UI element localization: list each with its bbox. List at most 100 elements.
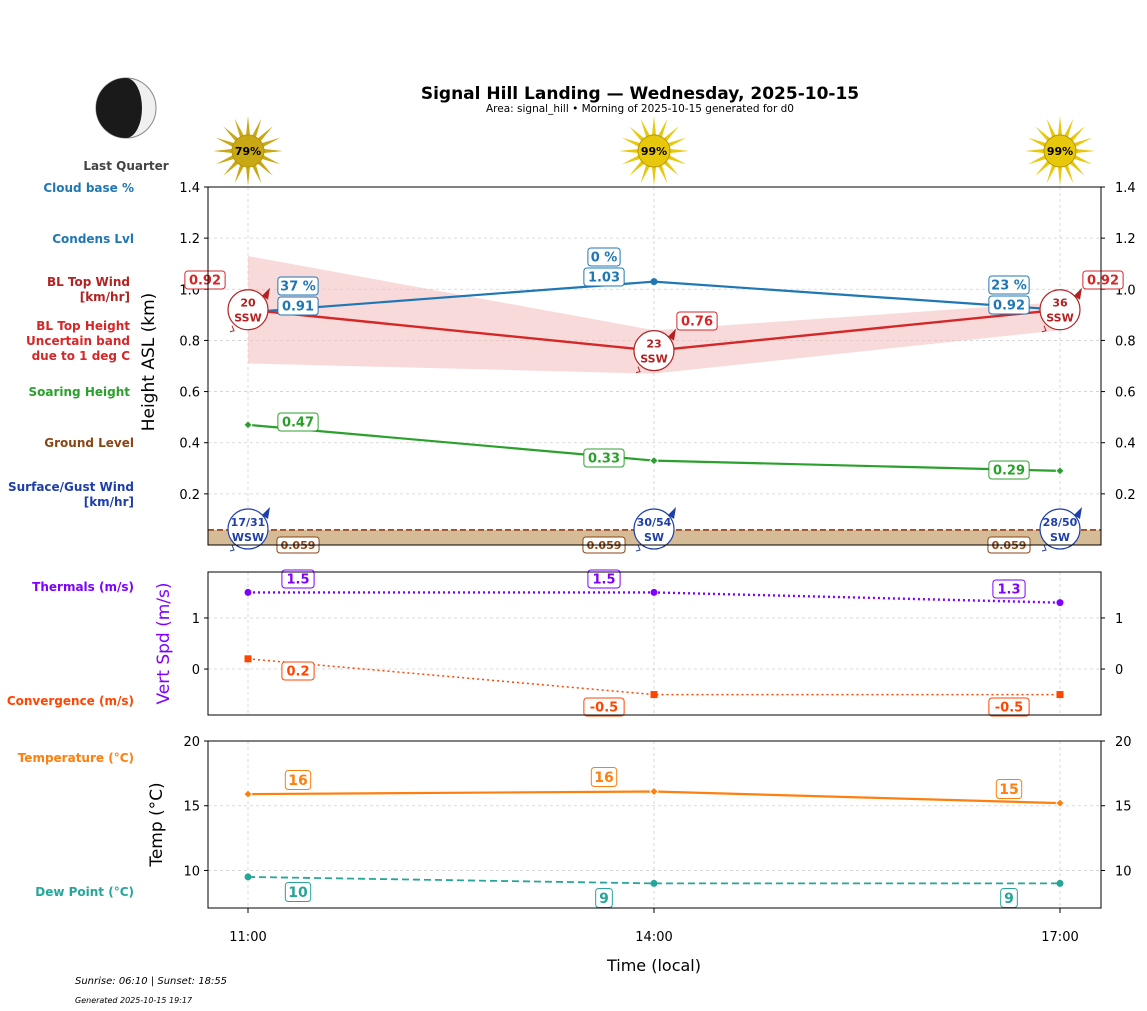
dew-point-value-label-box [284,882,312,902]
moon-phase-icon [95,77,157,139]
dew-point-value-label: 10 [288,885,308,901]
wind-circle [227,289,269,331]
x-axis: 11:00 14:00 17:00 [229,908,1079,945]
thermals-value-label-box [587,569,621,589]
bl-top-value-label-box [1082,270,1124,290]
wind-arrow-icon [1074,507,1082,519]
convergence-point [650,691,658,699]
y-tick-label: 0.6 [179,386,200,401]
y-tick-label: 0.2 [179,488,200,503]
bl-top-value-label: 0.92 [1087,274,1119,289]
wind-tail-icon [229,544,235,552]
y-tick-label-right: 10 [1115,864,1132,879]
chart-subtitle: Area: signal_hill • Morning of 2025-10-1… [486,103,794,115]
sun-times: Sunrise: 06:10 | Sunset: 18:55 [75,976,227,987]
label-surface-wind-2: [km/hr] [84,495,134,509]
wind-circle [633,508,675,550]
label-bl-top-height-3: due to 1 deg C [32,349,131,363]
y-tick-label-right: 1.2 [1115,232,1136,247]
vertical-panel-frame [207,571,1102,716]
label-bl-top-height-1: BL Top Height [36,319,130,333]
y-tick-label: 0.4 [179,437,200,452]
soaring-value-label: 0.33 [588,452,620,467]
thermals-value-label: 1.5 [592,573,615,588]
thermals-point [650,588,658,596]
label-surface-wind-1: Surface/Gust Wind [8,480,134,494]
temperature-value-label-box [590,767,618,787]
temperature-panel: 10 10 15 15 20 20 16 16 15 10 9 9 Temp (°C) [147,735,1132,909]
bl-top-wind-badge: 36 SSW [1039,287,1082,333]
vertical-y-axis-label: Vert Spd (m/s) [154,582,174,704]
wind-circle [227,508,269,550]
cloud-base-percent-label: 0 % [591,251,618,266]
wind-tail-icon [229,325,235,333]
chart-title: Signal Hill Landing — Wednesday, 2025-10… [421,84,859,104]
y-tick-label-right: 20 [1115,735,1132,750]
y-tick-label: 1.2 [179,232,200,247]
y-tick-label: 0.8 [179,334,200,349]
bl-top-value-label: 0.76 [681,315,713,330]
surface-wind-badge: 28/50 SW [1039,507,1082,552]
label-convergence: Convergence (m/s) [7,694,134,708]
dew-point-value-label: 9 [1004,891,1014,907]
wind-tail-icon [1041,325,1047,333]
wind-circle [1039,508,1081,550]
convergence-point [1056,691,1064,699]
y-tick-label-right: 0.6 [1115,386,1136,401]
convergence-value-label: -0.5 [995,701,1023,716]
temperature-point [243,789,253,799]
soaring-point [649,456,659,466]
wind-tail-icon [635,366,641,374]
label-ground: Ground Level [44,436,134,450]
sun-percent-label: 99% [1047,145,1073,158]
sun-percent-label: 79% [235,145,261,158]
dew-point-point [650,879,658,887]
temperature-value-label: 16 [594,770,613,786]
y-tick-label: 20 [183,735,200,750]
temperature-value-label: 15 [999,782,1018,798]
surface-wind-badge: 30/54 SW [633,507,676,552]
cloud-base-percent-label-box [277,276,319,296]
wind-arrow-icon [1074,287,1082,300]
wind-arrow-icon [262,287,270,300]
wind-arrow-icon [668,507,676,519]
label-bl-top-wind-2: [km/hr] [80,290,130,304]
bl-top-wind-badge: 23 SSW [633,328,676,374]
label-bl-top-wind-1: BL Top Wind [47,275,130,289]
dew-point-point [1056,879,1064,887]
label-soaring: Soaring Height [29,385,131,399]
sun-icon: 99% [619,116,689,186]
soaring-value-label-box [988,460,1030,480]
thermals-value-label-box [281,569,315,589]
thermals-point [244,588,252,596]
y-tick-label: 0 [192,663,200,678]
x-tick-label: 11:00 [229,930,266,945]
temperature-y-axis-label: Temp (°C) [147,782,167,867]
wind-speed: 23 [646,338,661,351]
wind-circle [633,330,675,372]
cloud-base-percent-label-box [988,275,1030,295]
sun-rays-icon [619,116,689,186]
wind-direction: SW [644,531,664,544]
soaring-value-label: 0.47 [282,416,314,431]
wind-direction: SSW [640,353,667,366]
convergence-value-label: -0.5 [590,701,618,716]
x-axis-label: Time (local) [606,956,701,975]
sun-disc-icon [231,134,265,168]
label-thermals: Thermals (m/s) [32,580,134,594]
condens-value-label-box [583,267,625,287]
bl-top-value-label: 0.92 [189,274,221,289]
cloud-base-percent-label-box [587,247,621,267]
thermals-value-label: 1.5 [286,573,309,588]
convergence-point [244,655,252,663]
dew-point-point [244,873,252,881]
temperature-value-label: 16 [288,773,307,789]
y-tick-label-right: 1 [1115,612,1123,627]
sun-disc-icon [637,134,671,168]
cloud-base-percent-label: 37 % [280,280,316,295]
wind-direction: SSW [1046,312,1073,325]
bl-top-value-label-box [184,270,226,290]
y-tick-label-right: 0.2 [1115,488,1136,503]
y-tick-label-right: 0 [1115,663,1123,678]
